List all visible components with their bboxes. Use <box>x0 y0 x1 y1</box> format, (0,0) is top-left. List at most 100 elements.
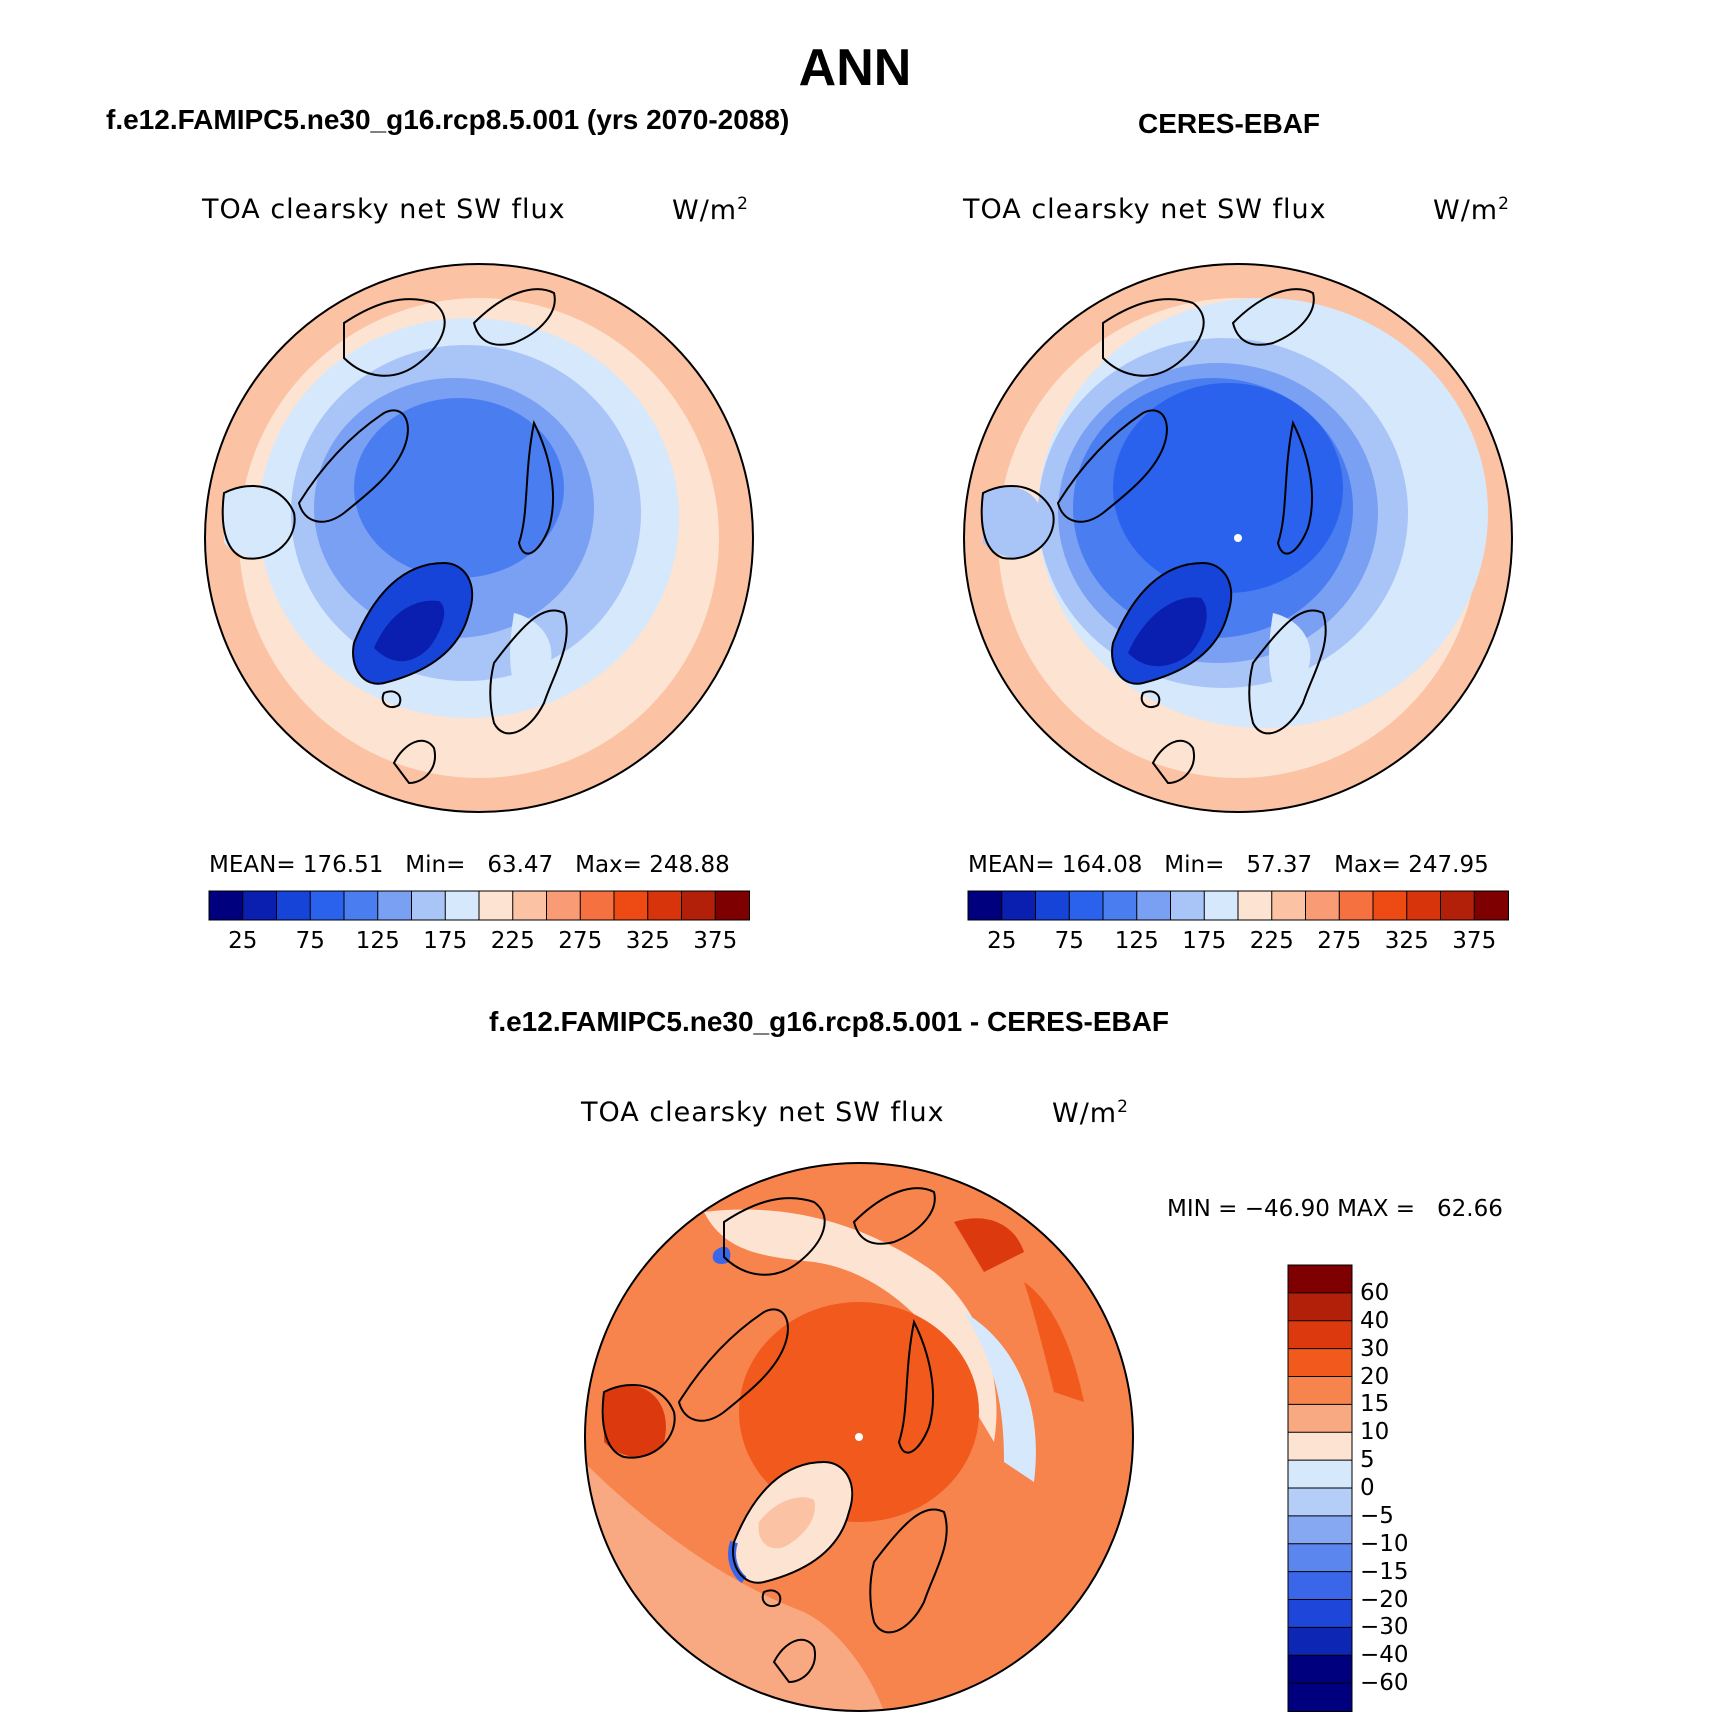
panel3-colorbar-tick: −10 <box>1360 1530 1409 1557</box>
panel1-colorbar <box>208 890 750 921</box>
panel3-colorbar-swatch <box>1287 1431 1353 1462</box>
panel3-colorbar-tick: 20 <box>1360 1363 1390 1390</box>
panel2-variable: TOA clearsky net SW flux <box>963 194 1327 225</box>
panel3-colorbar-tick: −20 <box>1360 1586 1409 1613</box>
panel2-colorbar-tick: 225 <box>1249 928 1294 954</box>
panel3-variable: TOA clearsky net SW flux <box>581 1097 945 1128</box>
panel1-colorbar-swatch <box>714 890 750 921</box>
panel2-polar-map <box>963 263 1513 813</box>
panel1-colorbar-swatch <box>546 890 582 921</box>
panel1-colorbar-labels: 25 75 125 175 225 275 325 375 <box>209 928 749 958</box>
panel3-colorbar-swatch <box>1287 1348 1353 1378</box>
panel2-colorbar-tick: 175 <box>1182 928 1227 954</box>
panel3-colorbar-swatch <box>1287 1264 1353 1294</box>
panel2-title: CERES-EBAF <box>1138 108 1321 139</box>
panel1-colorbar-tick: 25 <box>228 928 258 954</box>
panel2-colorbar-swatch <box>1305 890 1341 921</box>
panel1-colorbar-tick: 175 <box>423 928 468 954</box>
panel2-colorbar-swatch <box>1170 890 1206 921</box>
panel1-units: W/m2 <box>672 194 749 226</box>
panel3-polar-map <box>584 1162 1134 1712</box>
panel1-colorbar-tick: 375 <box>693 928 738 954</box>
panel1-colorbar-swatch <box>276 890 312 921</box>
panel1-colorbar-swatch <box>343 890 379 921</box>
panel1-colorbar-swatch <box>478 890 514 921</box>
panel2-colorbar-tick: 375 <box>1452 928 1497 954</box>
panel3-colorbar-swatch <box>1287 1626 1353 1657</box>
panel2-colorbar-labels: 25 75 125 175 225 275 325 375 <box>968 928 1508 958</box>
panel1-colorbar-swatch <box>512 890 548 921</box>
panel3-colorbar-tick: 30 <box>1360 1335 1390 1362</box>
panel3-colorbar-tick: 60 <box>1360 1279 1390 1306</box>
panel3-colorbar-labels: 60 40 30 20 15 10 5 0 −5 −10 −15 −20 −30 −40 −60 <box>1360 1265 1440 1711</box>
panel2-colorbar-swatch <box>1102 890 1138 921</box>
panel3-colorbar-tick: 10 <box>1360 1419 1390 1446</box>
panel3-colorbar-tick: −30 <box>1360 1614 1409 1641</box>
panel1-variable: TOA clearsky net SW flux <box>202 194 566 225</box>
panel1-polar-map <box>204 263 754 813</box>
panel1-colorbar-swatch <box>242 890 278 921</box>
panel2-colorbar-swatch <box>1001 890 1037 921</box>
panel2-colorbar-swatch <box>1473 890 1509 921</box>
panel2-colorbar-swatch <box>1338 890 1374 921</box>
panel2-colorbar-swatch <box>1068 890 1104 921</box>
panel1-colorbar-swatch <box>411 890 447 921</box>
panel3-title: f.e12.FAMIPC5.ne30_g16.rcp8.5.001 - CERE… <box>489 1006 1170 1037</box>
panel2-colorbar-swatch <box>1271 890 1307 921</box>
panel2-colorbar-tick: 75 <box>1054 928 1084 954</box>
panel2-colorbar-tick: 325 <box>1384 928 1429 954</box>
panel2-colorbar-swatch <box>1035 890 1071 921</box>
panel3-colorbar-tick: 15 <box>1360 1391 1390 1418</box>
panel3-units: W/m2 <box>1052 1097 1129 1129</box>
panel3-colorbar-swatch <box>1287 1571 1353 1601</box>
panel3-colorbar-swatch <box>1287 1292 1353 1322</box>
panel1-colorbar-tick: 75 <box>295 928 325 954</box>
panel3-stats: MIN = −46.90 MAX = 62.66 <box>1167 1196 1503 1222</box>
panel1-colorbar-swatch <box>681 890 717 921</box>
panel3-colorbar-tick: −5 <box>1360 1502 1394 1529</box>
panel3-colorbar-swatch <box>1287 1320 1353 1350</box>
panel2-colorbar-swatch <box>1203 890 1239 921</box>
panel2-colorbar-swatch <box>1372 890 1408 921</box>
panel2-colorbar-tick: 125 <box>1114 928 1159 954</box>
panel3-colorbar-swatch <box>1287 1654 1353 1685</box>
panel2-colorbar-tick: 275 <box>1317 928 1362 954</box>
panel3-colorbar-tick: −60 <box>1360 1670 1409 1697</box>
panel1-colorbar-swatch <box>309 890 345 921</box>
panel3-colorbar <box>1287 1264 1353 1712</box>
panel3-colorbar-swatch <box>1287 1459 1353 1490</box>
panel2-units: W/m2 <box>1433 194 1510 226</box>
panel1-colorbar-tick: 125 <box>355 928 400 954</box>
panel2-stats: MEAN= 164.08 Min= 57.37 Max= 247.95 <box>968 852 1489 878</box>
panel2-colorbar-swatch <box>1237 890 1273 921</box>
panel1-colorbar-swatch <box>208 890 244 921</box>
panel3-colorbar-swatch <box>1287 1376 1353 1406</box>
panel1-colorbar-tick: 325 <box>625 928 670 954</box>
panel2-colorbar-swatch <box>967 890 1003 921</box>
panel1-colorbar-swatch <box>579 890 615 921</box>
panel3-colorbar-swatch <box>1287 1599 1353 1629</box>
panel1-colorbar-swatch <box>647 890 683 921</box>
panel1-colorbar-swatch <box>444 890 480 921</box>
panel3-colorbar-tick: −15 <box>1360 1558 1409 1585</box>
panel3-colorbar-tick: 0 <box>1360 1475 1375 1501</box>
panel3-colorbar-swatch <box>1287 1403 1353 1434</box>
panel3-colorbar-tick: 40 <box>1360 1307 1390 1334</box>
panel3-colorbar-swatch <box>1287 1543 1353 1573</box>
panel2-colorbar-swatch <box>1440 890 1476 921</box>
panel3-colorbar-swatch <box>1287 1515 1353 1545</box>
panel1-stats: MEAN= 176.51 Min= 63.47 Max= 248.88 <box>209 852 730 878</box>
panel1-colorbar-swatch <box>613 890 649 921</box>
panel1-colorbar-tick: 275 <box>558 928 603 954</box>
panel3-colorbar-tick: −40 <box>1360 1642 1409 1669</box>
panel1-title: f.e12.FAMIPC5.ne30_g16.rcp8.5.001 (yrs 2… <box>106 104 790 135</box>
panel3-colorbar-tick: 5 <box>1360 1447 1375 1474</box>
panel3-colorbar-swatch <box>1287 1487 1353 1517</box>
panel2-colorbar <box>967 890 1509 921</box>
panel1-colorbar-swatch <box>377 890 413 921</box>
panel1-colorbar-tick: 225 <box>490 928 535 954</box>
panel2-colorbar-tick: 25 <box>987 928 1017 954</box>
figure-title: ANN <box>798 39 912 97</box>
panel3-colorbar-swatch <box>1287 1682 1353 1712</box>
panel2-colorbar-swatch <box>1136 890 1172 921</box>
